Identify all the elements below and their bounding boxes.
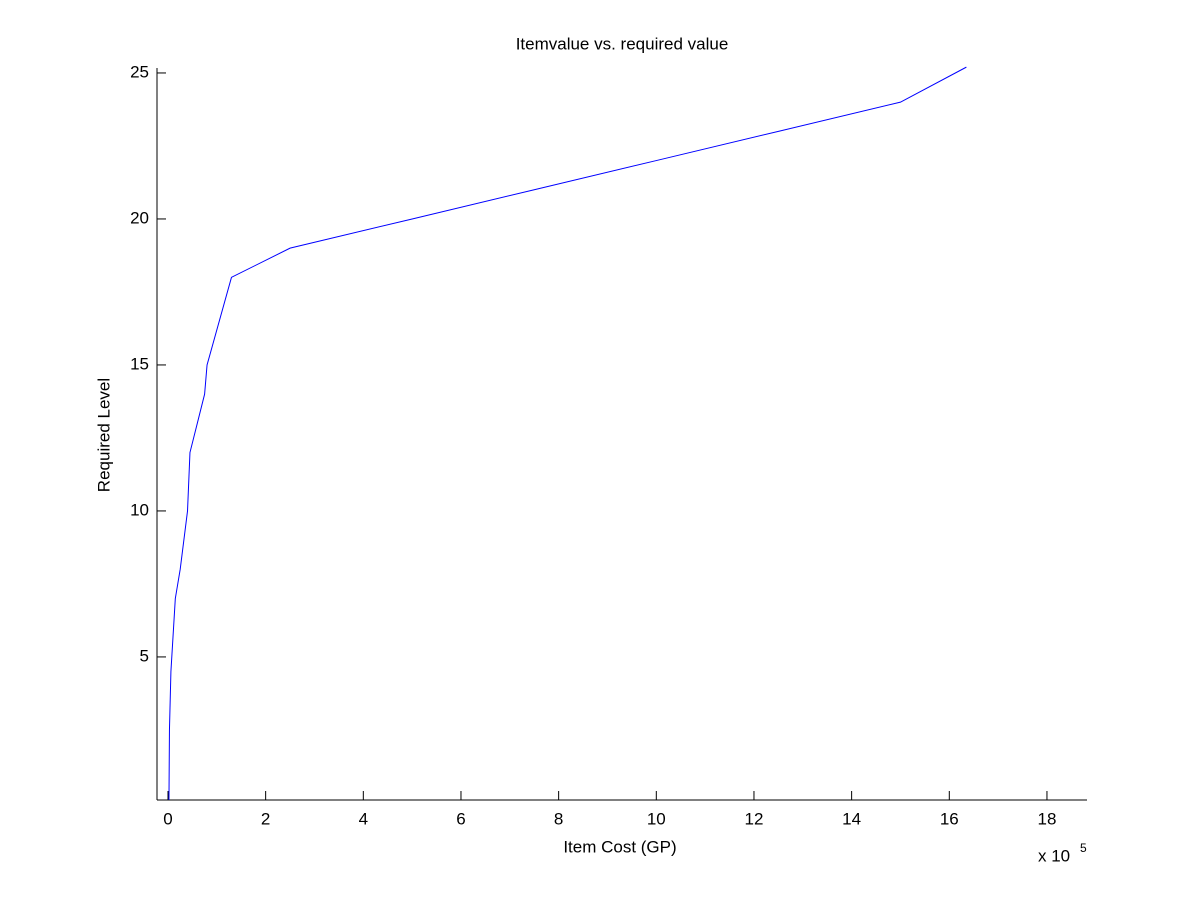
x-tick-label: 18 [1037, 809, 1056, 828]
y-tick-label: 5 [140, 646, 149, 665]
x-tick-label: 14 [842, 809, 861, 828]
x-tick-label: 10 [647, 809, 666, 828]
x-tick-label: 4 [359, 809, 368, 828]
x-tick-label: 6 [456, 809, 465, 828]
y-tick-label: 25 [130, 62, 149, 81]
data-line [168, 66, 967, 801]
x-multiplier-exponent: 5 [1080, 841, 1087, 855]
x-tick-label: 16 [940, 809, 959, 828]
y-tick-label: 10 [130, 500, 149, 519]
x-tick-label: 12 [745, 809, 764, 828]
x-tick-label: 0 [163, 809, 172, 828]
y-axis-label: Required Level [94, 378, 113, 492]
x-tick-label: 2 [261, 809, 270, 828]
y-tick-label: 20 [130, 208, 149, 227]
x-axis-label: Item Cost (GP) [563, 837, 676, 856]
x-tick-label: 8 [554, 809, 563, 828]
y-tick-label: 15 [130, 354, 149, 373]
chart-title: Itemvalue vs. required value [516, 34, 729, 53]
x-multiplier: x 10 [1038, 846, 1070, 865]
